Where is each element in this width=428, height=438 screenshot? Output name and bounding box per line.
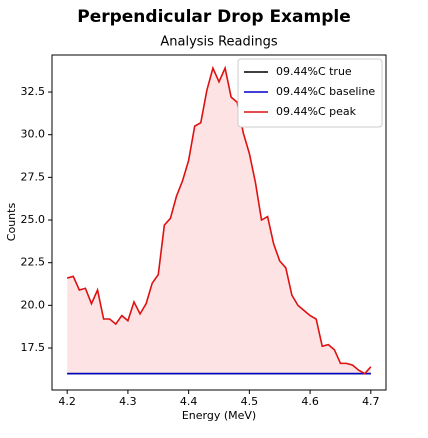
x-tick-label: 4.7 [362, 395, 380, 408]
legend-label: 09.44%C peak [276, 105, 357, 118]
chart-title: Perpendicular Drop Example [77, 7, 351, 27]
y-tick-label: 25.0 [21, 213, 46, 226]
legend-label: 09.44%C baseline [276, 85, 375, 98]
y-tick-label: 20.0 [21, 298, 46, 311]
x-tick-label: 4.5 [241, 395, 259, 408]
y-tick-label: 22.5 [21, 256, 46, 269]
y-tick-label: 32.5 [21, 85, 46, 98]
y-tick-label: 30.0 [21, 128, 46, 141]
legend-box [237, 58, 383, 128]
x-tick-label: 4.2 [58, 395, 76, 408]
legend-label: 09.44%C true [276, 65, 352, 78]
x-tick-label: 4.4 [180, 395, 198, 408]
y-axis-label: Counts [5, 203, 18, 242]
y-tick-label: 17.5 [21, 341, 46, 354]
x-tick-label: 4.6 [301, 395, 319, 408]
line-series [66, 65, 372, 375]
chart-subtitle: Analysis Readings [160, 35, 277, 50]
fill-area [67, 68, 371, 374]
x-tick-label: 4.3 [119, 395, 137, 408]
y-tick-label: 27.5 [21, 170, 46, 183]
x-axis-label: Energy (MeV) [182, 409, 256, 422]
plot-frame [51, 54, 387, 391]
